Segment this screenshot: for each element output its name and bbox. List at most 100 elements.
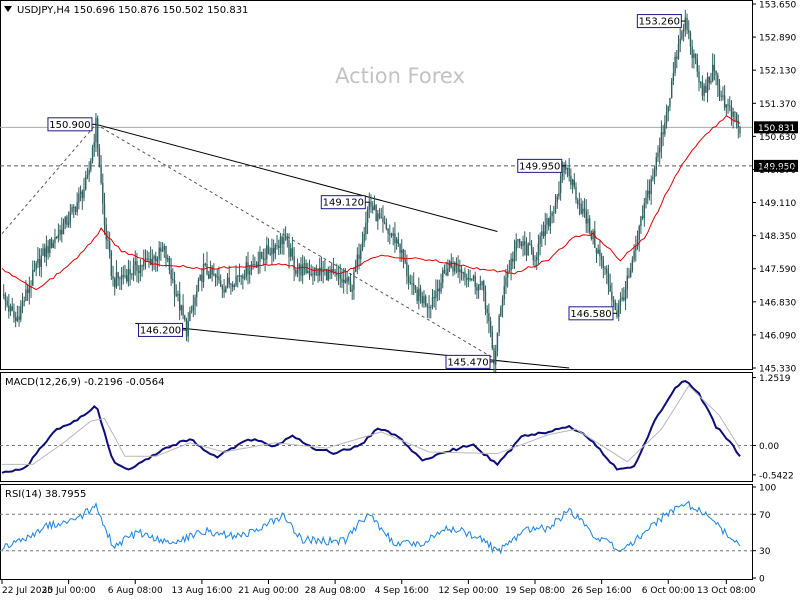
- candle-body: [512, 258, 514, 262]
- candle-body: [582, 208, 584, 214]
- candle-body: [137, 271, 140, 273]
- candle-body: [266, 245, 268, 260]
- candle-body: [23, 300, 25, 302]
- candle-body: [194, 297, 196, 305]
- candle-body: [336, 272, 338, 275]
- candle-body: [585, 211, 587, 224]
- candle-body: [411, 283, 413, 285]
- macd-main-line: [1, 380, 741, 474]
- moving-average-line: [1, 115, 741, 291]
- candle-body: [621, 297, 623, 299]
- candle-body: [216, 276, 218, 278]
- candle-body: [262, 257, 265, 260]
- candle-body: [430, 306, 432, 308]
- price-level-tag-label: 150.831: [758, 124, 795, 134]
- candle-body: [136, 261, 138, 272]
- candle-body: [218, 276, 220, 281]
- candle-body: [286, 236, 288, 241]
- collapse-triangle-icon[interactable]: [4, 6, 12, 12]
- candle-body: [477, 284, 480, 291]
- price-tick-label: 146.090: [759, 331, 796, 341]
- time-tick-label: 21 Aug 00:00: [238, 586, 299, 596]
- candle-body: [368, 201, 370, 210]
- candle-body: [71, 207, 73, 212]
- candle-body: [377, 213, 379, 222]
- macd-tick-label: -0.5422: [759, 471, 794, 481]
- candle-body: [32, 269, 34, 286]
- price-level-tag: [754, 159, 798, 172]
- candle-body: [301, 264, 304, 276]
- macd-tick-label: 0.00: [759, 442, 779, 452]
- candle-body: [182, 305, 184, 316]
- candle-body: [409, 281, 411, 284]
- rsi-level-lines: [0, 513, 752, 552]
- time-tick-label: 12 Sep 00:00: [438, 586, 498, 596]
- candle-body: [100, 166, 102, 183]
- candle-body: [705, 85, 707, 93]
- candle-body: [373, 205, 376, 211]
- candle-body: [312, 274, 314, 276]
- candle-body: [558, 193, 560, 197]
- candle-body: [530, 245, 533, 251]
- candle-body: [20, 306, 22, 320]
- candle-body: [706, 76, 709, 93]
- candle-body: [233, 285, 236, 288]
- candle-body: [713, 64, 716, 71]
- candle-body: [332, 269, 335, 272]
- candle-body: [131, 274, 133, 276]
- trendline: [1, 123, 97, 235]
- candle-body: [655, 157, 657, 171]
- candle-body: [260, 252, 263, 258]
- candle-body: [518, 239, 521, 244]
- candle-body: [418, 288, 420, 301]
- candle-body: [435, 291, 437, 299]
- candle-body: [679, 38, 681, 45]
- candle-body: [223, 289, 225, 293]
- candle-body: [211, 266, 213, 275]
- candle-body: [288, 240, 290, 257]
- candle-body: [143, 260, 145, 267]
- candle-body: [549, 216, 552, 227]
- candle-body: [61, 229, 63, 235]
- candle-body: [197, 279, 200, 292]
- candle-body: [201, 274, 203, 283]
- candle-body: [718, 85, 721, 96]
- candle-body: [489, 321, 492, 332]
- candle-body: [691, 46, 693, 58]
- candle-body: [300, 264, 302, 276]
- candle-body: [495, 350, 497, 365]
- candle-body: [433, 296, 435, 299]
- candle-body: [665, 112, 668, 123]
- price-tick-label: 153.650: [759, 1, 796, 11]
- price-tick-label: 149.110: [759, 199, 796, 209]
- candle-body: [375, 205, 377, 222]
- trendline: [135, 322, 570, 369]
- candle-body: [307, 270, 309, 273]
- candle-body: [399, 243, 401, 253]
- candle-body: [64, 216, 66, 224]
- candle-body: [611, 291, 613, 300]
- candle-body: [370, 201, 372, 207]
- rsi-series: [1, 500, 741, 555]
- candle-body: [26, 289, 29, 294]
- candle-body: [187, 321, 189, 337]
- candle-body: [445, 273, 447, 276]
- candle-body: [257, 261, 259, 268]
- candle-body: [696, 58, 698, 72]
- candle-body: [732, 111, 734, 117]
- candle-body: [3, 294, 5, 296]
- price-level-tag-label: 149.950: [758, 162, 795, 172]
- candle-body: [452, 266, 454, 272]
- price-tick-label: 149.870: [759, 166, 796, 176]
- candle-body: [633, 250, 635, 260]
- price-tick-label: 151.370: [759, 100, 796, 110]
- candle-body: [471, 278, 473, 280]
- candle-body: [124, 275, 126, 277]
- candle-body: [636, 239, 639, 247]
- candle-body: [134, 261, 136, 265]
- candle-body: [469, 278, 471, 280]
- candle-body: [465, 277, 468, 280]
- candle-body: [457, 266, 459, 273]
- candle-body: [98, 147, 101, 167]
- candle-body: [710, 80, 712, 83]
